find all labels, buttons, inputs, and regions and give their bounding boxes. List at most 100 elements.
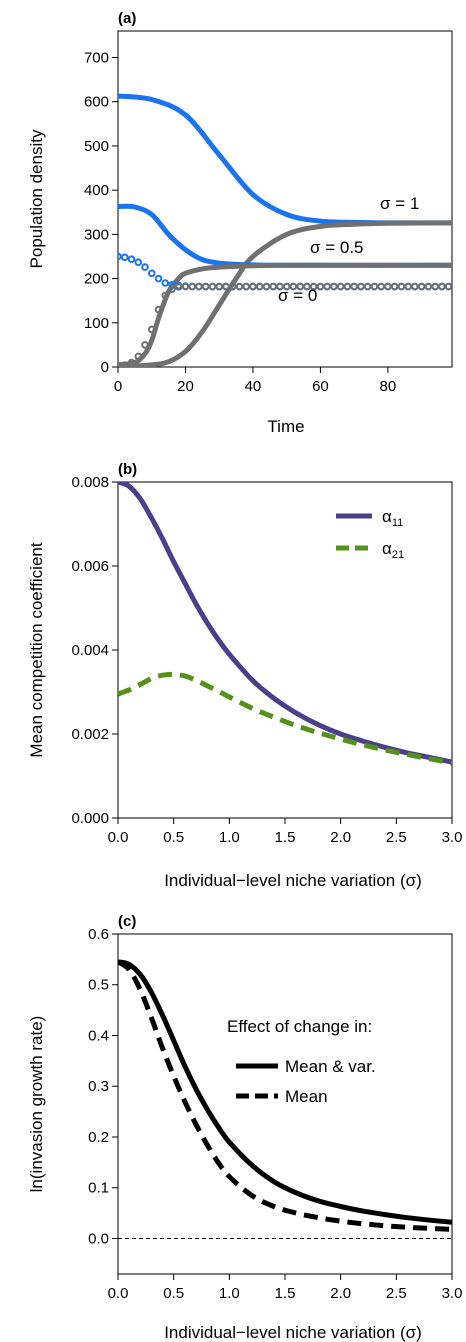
legend-title: Effect of change in: [227,1017,372,1036]
x-tick-label: 2.5 [386,1285,407,1302]
panel-c-y-axis: 0.0 0.1 0.2 0.3 0.4 0.5 0.6 [88,926,118,1247]
panel-a-label: (a) [118,10,136,27]
panel-b-x-axis-title: Individual−level niche variation (σ) [164,871,422,890]
panel-b-x-axis: 0.0 0.5 1.0 1.5 2.0 2.5 3.0 [108,818,463,846]
y-tick-label: 600 [84,94,109,111]
panel-a-series [118,93,452,367]
data-point--0 [397,282,406,291]
x-tick-label: 0.0 [108,829,129,846]
data-point--0 [431,282,439,291]
data-point--0 [350,282,358,291]
data-point--0 [127,358,136,367]
data-point--0 [255,282,264,291]
series-line--0-5 [118,262,452,367]
x-tick-label: 0.5 [163,829,184,846]
x-tick-label: 0.5 [163,1285,184,1302]
x-tick-label: 3.0 [442,829,463,846]
data-point--0 [222,282,230,291]
y-tick-label: 100 [84,315,109,332]
x-tick-label: 1.5 [275,1285,296,1302]
x-tick-label: 2.0 [330,1285,351,1302]
series-line--1 [118,220,452,367]
data-point--0 [309,282,318,291]
panel-a: (a) 0 100 200 300 400 500 600 700 0 20 40 60 80 Pop… [27,10,453,436]
legend-label-mean-var: Mean & var. [285,1057,376,1076]
panel-b-y-axis: 0.000 0.002 0.004 0.006 0.008 [71,474,118,827]
data-point--0 [411,282,419,291]
series-line-mean [118,959,452,1232]
x-tick-label: 60 [312,378,329,395]
y-tick-label: 0.2 [88,1129,109,1146]
data-point--0 [161,291,170,300]
x-tick-label: 1.5 [275,829,296,846]
data-point--0 [363,282,372,291]
data-point--0 [262,282,271,291]
data-point--0 [336,282,345,291]
x-tick-label: 0.0 [108,1285,129,1302]
data-point--0 [188,282,197,291]
data-point--0 [215,282,224,291]
data-point--0 [289,282,298,291]
data-point--0 [330,282,338,291]
data-point--0 [118,362,122,367]
panel-c-x-axis: 0.0 0.5 1.0 1.5 2.0 2.5 3.0 [108,1274,462,1302]
data-point--0 [134,258,143,267]
panel-b-y-axis-title: Mean competition coefficient [27,542,46,757]
data-point--0 [201,282,210,291]
data-point--0 [438,282,446,291]
data-point--0 [357,282,365,291]
x-tick-label: 1.0 [219,1285,240,1302]
x-tick-label: 2.5 [386,829,407,846]
data-point--0 [181,282,190,291]
data-point--0 [323,282,331,291]
y-tick-label: 0.008 [71,474,109,491]
panel-a-annotation-sigma-0-5: σ = 0.5 [310,238,364,257]
panel-c-y-axis-title: ln(invasion growth rate) [27,1016,46,1193]
data-point--0 [343,282,352,291]
data-point--0 [120,253,129,262]
panel-b: (b) 0.000 0.002 0.004 0.006 0.008 0.0 0.5 1.0 1… [27,461,462,890]
panel-b-series [118,482,452,766]
y-tick-label: 200 [84,271,109,288]
y-tick-label: 0.3 [88,1078,109,1095]
data-point--0 [154,305,163,314]
data-point--0 [161,279,170,287]
y-tick-label: 0.6 [88,926,109,943]
y-tick-label: 0.006 [71,558,109,575]
y-tick-label: 0.0 [88,1230,109,1247]
data-point--0 [316,282,325,291]
panel-a-plot-frame [117,30,453,368]
y-tick-label: 500 [84,138,109,155]
panel-c-legend: Effect of change in: Mean & var. Mean [227,1017,376,1106]
data-point--0 [249,282,257,291]
data-point--0 [154,274,163,283]
data-point--0 [147,269,156,278]
data-point--0 [134,352,143,361]
y-tick-label: 700 [84,50,109,67]
data-point--0 [127,255,136,263]
data-point--0 [228,282,237,291]
y-tick-label: 0.4 [88,1027,109,1044]
y-tick-label: 400 [84,182,109,199]
data-point--0 [282,282,291,291]
data-point--0 [303,282,311,291]
data-point--0 [195,282,203,291]
data-point--0 [235,282,244,291]
data-point--0 [424,282,433,291]
data-point--0 [370,282,379,291]
legend-label-alpha21: α21 [382,539,404,561]
x-tick-label: 0 [114,378,122,395]
data-point--0 [168,285,176,293]
panel-a-annotation-sigma-1: σ = 1 [380,194,419,213]
legend-label-alpha11: α11 [382,507,403,529]
data-point--0 [444,282,452,291]
y-tick-label: 0.1 [88,1180,109,1197]
data-point--0 [417,282,426,291]
x-tick-label: 20 [177,378,194,395]
panel-c-x-axis-title: Individual−level niche variation (σ) [164,1323,422,1342]
data-point--0 [296,282,304,291]
panel-a-x-axis-title: Time [267,417,304,436]
data-point--0 [269,282,277,291]
x-tick-label: 1.0 [219,829,240,846]
data-point--0 [384,282,392,291]
